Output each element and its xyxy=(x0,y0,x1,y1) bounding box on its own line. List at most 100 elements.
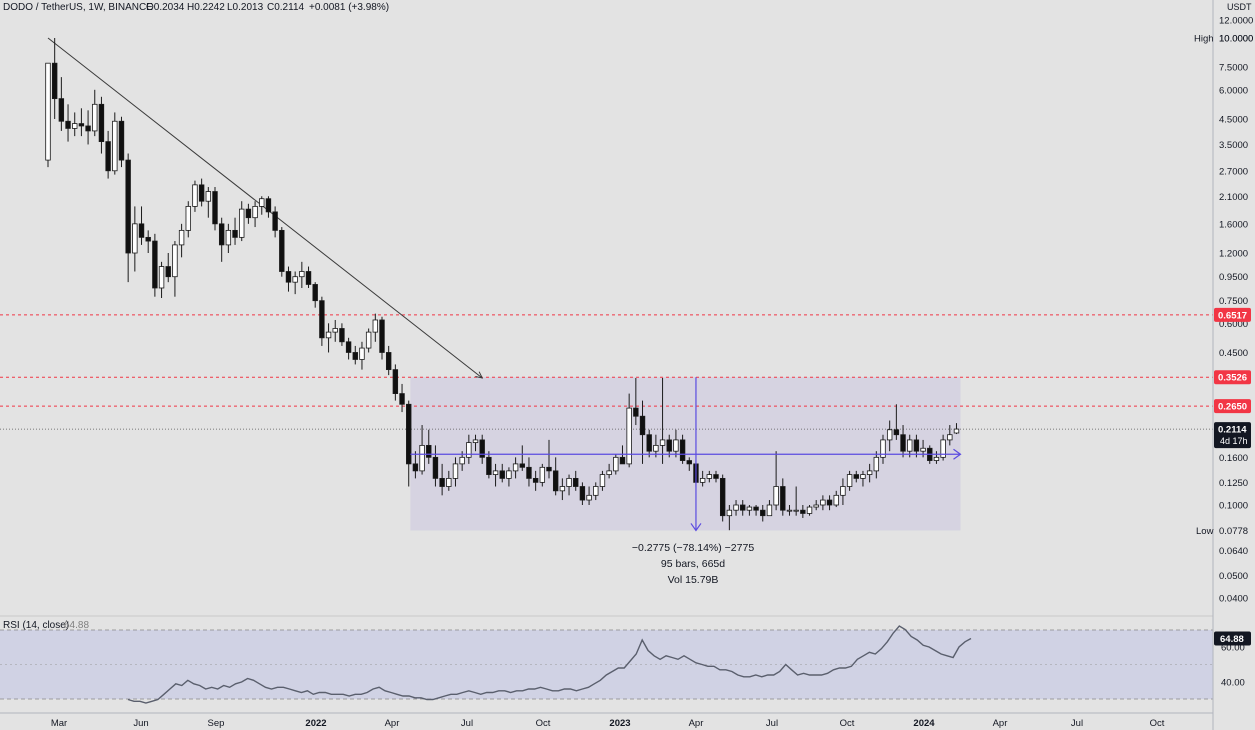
candle xyxy=(546,439,552,479)
last-price-badge xyxy=(1214,422,1251,449)
candle-body-down xyxy=(499,470,505,479)
candle xyxy=(633,377,639,426)
rsi-tick-label: 40.00 xyxy=(1221,678,1245,689)
candle xyxy=(806,505,813,516)
candle-body-up xyxy=(866,470,873,475)
candle xyxy=(579,482,586,505)
candle xyxy=(272,206,278,238)
candle xyxy=(873,451,880,479)
time-tick-label: Jul xyxy=(461,718,473,729)
candle-body-down xyxy=(385,352,392,371)
price-tick-label: 0.0400 xyxy=(1219,593,1248,604)
candle-body-up xyxy=(953,428,960,434)
candle xyxy=(325,323,332,353)
candle xyxy=(953,423,960,435)
candle-body-up xyxy=(132,223,138,254)
time-tick-label: 2024 xyxy=(913,718,935,729)
candle-body-up xyxy=(225,229,232,246)
candle xyxy=(846,470,853,491)
candle xyxy=(566,474,572,496)
candle xyxy=(706,470,713,483)
candle xyxy=(446,470,452,491)
price-tick-label: 10.0000 xyxy=(1219,34,1253,45)
candle-body-up xyxy=(512,463,519,472)
candle-body-up xyxy=(419,444,425,472)
candle-body-down xyxy=(98,103,105,143)
candle-body-up xyxy=(880,439,886,458)
candle xyxy=(679,434,686,464)
candle xyxy=(105,130,111,179)
candle-body-up xyxy=(606,470,612,475)
candle-body-up xyxy=(178,229,185,246)
candle xyxy=(312,282,318,308)
candle xyxy=(539,463,546,487)
candle xyxy=(573,470,579,491)
candle-body-down xyxy=(118,120,125,161)
candle-body-down xyxy=(125,159,131,254)
candle xyxy=(786,505,793,516)
candle-body-down xyxy=(740,504,746,511)
candle-body-up xyxy=(793,509,799,512)
price-tick-label: 0.6000 xyxy=(1219,319,1248,330)
candle-body-down xyxy=(760,509,766,517)
candle-body-down xyxy=(753,506,759,511)
candle-body-up xyxy=(673,439,679,452)
candle-body-up xyxy=(786,509,793,512)
candle xyxy=(292,271,298,295)
candle-body-down xyxy=(145,236,151,242)
candle-body-up xyxy=(205,191,212,202)
candle xyxy=(719,474,726,522)
horizontal-levels[interactable] xyxy=(0,314,1213,430)
candle-body-up xyxy=(733,504,739,511)
candle-body-up xyxy=(172,244,178,278)
time-tick-label: Jul xyxy=(766,718,778,729)
time-tick-label: Oct xyxy=(840,718,855,729)
candle-body-down xyxy=(913,439,920,452)
candle-body-down xyxy=(78,123,85,127)
candle xyxy=(365,328,372,353)
price-tick-label: 2.7000 xyxy=(1219,166,1248,177)
candle xyxy=(165,253,171,283)
candle-body-up xyxy=(653,444,659,452)
rsi-legend-label[interactable]: RSI (14, close) xyxy=(3,620,69,631)
red-level-badge xyxy=(1214,399,1251,414)
candle xyxy=(245,203,252,224)
candle-body-down xyxy=(552,470,559,492)
candle-body-down xyxy=(152,240,158,289)
candle xyxy=(252,201,258,228)
candle xyxy=(412,451,419,479)
price-axis[interactable]: 12.0000 10.0000 7.5000 6.0000 4.5000 3.5000 2.… xyxy=(1194,16,1253,689)
candle-body-down xyxy=(319,300,325,339)
candle-body-up xyxy=(359,347,365,360)
last-price-label: 0.2114 xyxy=(1218,425,1247,436)
measure-vertical-arrowhead xyxy=(690,523,702,532)
candle-body-down xyxy=(633,407,639,417)
candle-body-down xyxy=(893,429,900,436)
trendline[interactable] xyxy=(47,37,483,379)
candle-body-up xyxy=(365,331,372,349)
candle-body-down xyxy=(305,271,312,285)
candle xyxy=(519,445,525,471)
candle-body-up xyxy=(806,506,813,514)
time-axis[interactable]: Mar Jun Sep 2022 Apr Jul Oct 2023 Apr Jul Oct 2024 A… xyxy=(51,718,1165,729)
candle xyxy=(212,187,218,231)
candle-body-up xyxy=(846,474,853,487)
price-tick-label: 0.1000 xyxy=(1219,501,1248,512)
candle-body-up xyxy=(492,470,499,475)
downtrend-line[interactable] xyxy=(47,37,484,379)
candle xyxy=(72,112,78,137)
candle-body-down xyxy=(486,456,492,475)
candle xyxy=(92,89,98,137)
candle-body-down xyxy=(519,463,525,468)
candle-body-down xyxy=(900,434,906,452)
candle xyxy=(112,112,118,175)
symbol-title[interactable]: DODO / TetherUS, 1W, BINANCE xyxy=(3,2,153,13)
candle xyxy=(145,230,151,254)
candle xyxy=(593,482,599,501)
candle xyxy=(178,223,185,258)
candle-body-down xyxy=(800,509,806,514)
candle-body-down xyxy=(439,477,445,487)
measure-annotation[interactable]: −0.2775 (−78.14%) −2775 95 bars, 665d Vo… xyxy=(410,377,962,586)
currency-label[interactable]: USDT xyxy=(1227,2,1252,12)
